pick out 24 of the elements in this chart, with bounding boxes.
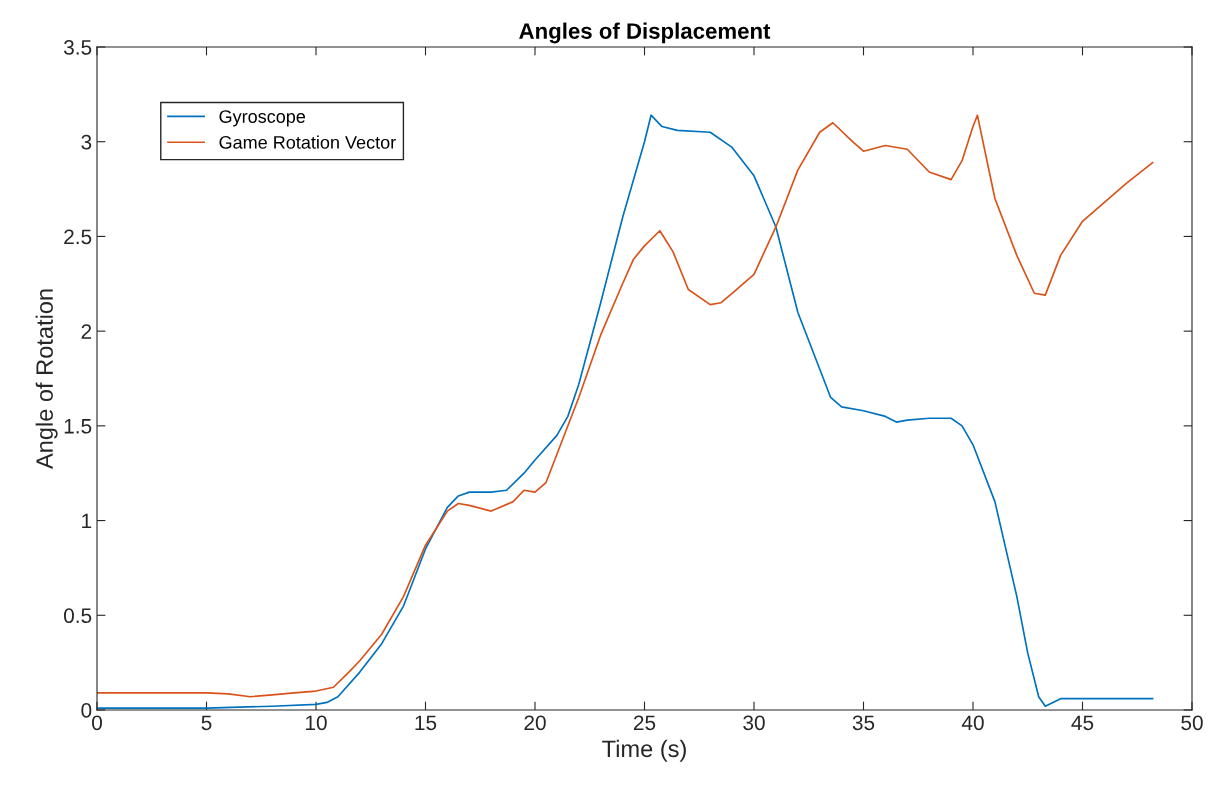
chart-title: Angles of Displacement xyxy=(519,22,771,44)
y-tick-label: 1 xyxy=(82,513,92,529)
legend-label: Game Rotation Vector xyxy=(219,135,396,149)
y-tick-label: 3 xyxy=(81,134,92,150)
x-tick-label: 15 xyxy=(415,715,437,731)
y-tick-label: 0 xyxy=(81,703,92,718)
x-tick-label: 30 xyxy=(743,715,765,731)
x-tick-label: 35 xyxy=(852,715,875,731)
x-tick-label: 50 xyxy=(1181,715,1203,731)
y-tick-label: 3.5 xyxy=(63,40,92,55)
y-axis-title: Angle of Rotation xyxy=(35,289,58,470)
x-axis-title: Time (s) xyxy=(602,739,686,762)
x-tick-label: 5 xyxy=(201,715,212,731)
x-tick-label: 20 xyxy=(524,715,546,731)
x-tick-label: 25 xyxy=(633,715,656,731)
y-tick-label: 2.5 xyxy=(64,229,92,245)
x-tick-label: 10 xyxy=(306,715,327,731)
y-tick-label: 1.5 xyxy=(64,419,92,434)
legend-label: Gyroscope xyxy=(219,110,306,127)
x-tick-label: 0 xyxy=(92,715,102,731)
x-tick-label: 40 xyxy=(961,715,984,731)
y-tick-label: 0.5 xyxy=(63,608,92,624)
x-tick-label: 45 xyxy=(1071,715,1094,731)
y-tick-label: 2 xyxy=(81,324,92,339)
